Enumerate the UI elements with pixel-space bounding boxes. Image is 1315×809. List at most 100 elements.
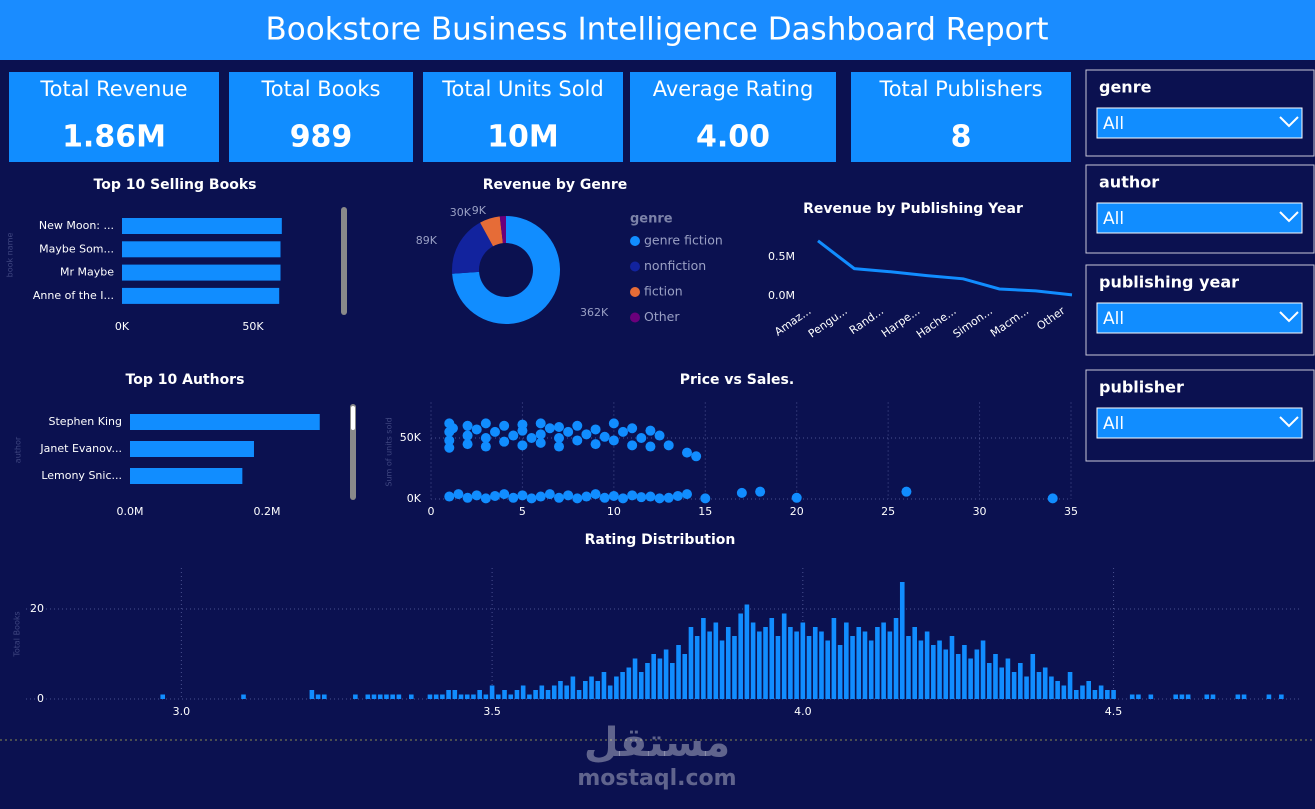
- bar: [899, 582, 905, 699]
- bar: [1204, 694, 1210, 699]
- bar: [663, 649, 669, 699]
- legend-marker: [630, 236, 640, 246]
- dropdown-value: All: [1103, 414, 1124, 434]
- bar: [322, 694, 327, 699]
- y-tick-label: 20: [30, 602, 44, 615]
- bar: [775, 636, 781, 699]
- point: [444, 435, 455, 446]
- point: [462, 492, 473, 503]
- bar: [353, 694, 358, 699]
- dropdown-chevron: [1279, 116, 1299, 128]
- bar: [409, 694, 414, 699]
- point: [544, 423, 555, 434]
- kpi-value: 989: [290, 120, 353, 155]
- x-tick-label: 25: [881, 505, 895, 518]
- bar: [875, 627, 880, 699]
- point: [627, 490, 638, 501]
- point: [581, 429, 592, 440]
- y-axis-label: Total Books: [13, 611, 22, 657]
- watermark-logo: مستقل: [584, 720, 730, 766]
- point: [572, 420, 583, 431]
- bar: [489, 685, 495, 699]
- bar: [558, 681, 563, 699]
- slicer: [1085, 164, 1315, 254]
- bar: [707, 631, 712, 699]
- bar: [384, 694, 389, 699]
- slicer-label: publishing year: [1099, 273, 1239, 292]
- bar: [1073, 690, 1079, 699]
- bar: [1173, 694, 1179, 699]
- bar: [365, 694, 371, 699]
- bar: [626, 667, 632, 699]
- point: [517, 490, 528, 501]
- dashboard-title: Bookstore Business Intelligence Dashboar…: [266, 12, 1049, 48]
- bar: [1148, 694, 1154, 699]
- bar: [937, 640, 942, 699]
- point: [453, 489, 464, 500]
- legend-marker: [630, 287, 640, 297]
- point: [627, 440, 638, 451]
- bar: [502, 690, 507, 699]
- bar: [595, 681, 601, 699]
- bar: [496, 694, 501, 699]
- bar: [1266, 694, 1272, 699]
- bar: [1080, 685, 1085, 699]
- bar: [868, 640, 874, 699]
- bar: [1042, 667, 1048, 699]
- bar: [589, 676, 594, 699]
- point: [736, 487, 747, 498]
- x-tick-label: 0.0M: [117, 505, 144, 518]
- x-tick-label: 5: [519, 505, 526, 518]
- kpi-card: [851, 72, 1071, 162]
- bar: [620, 672, 625, 699]
- dropdown[interactable]: [1096, 107, 1303, 139]
- point: [490, 490, 500, 501]
- scroll-thumb[interactable]: [351, 406, 355, 430]
- x-tick-label: 35: [1064, 505, 1078, 518]
- chart-title: Top 10 Authors: [126, 372, 245, 388]
- bar: [390, 694, 395, 699]
- bar: [570, 676, 576, 699]
- point: [554, 422, 564, 433]
- point: [618, 426, 628, 437]
- category-label: New Moon: ...: [39, 219, 114, 232]
- point: [645, 441, 656, 452]
- point: [901, 486, 912, 497]
- bar: [130, 441, 254, 457]
- bar: [688, 627, 694, 699]
- bar: [701, 618, 706, 699]
- title-bar: [0, 0, 1315, 60]
- x-tick-label: 0.2M: [254, 505, 281, 518]
- point: [554, 433, 564, 443]
- scrollbar[interactable]: [341, 207, 347, 315]
- point: [608, 435, 619, 446]
- legend-label: genre fiction: [644, 233, 723, 248]
- point: [608, 490, 619, 501]
- bar: [831, 618, 837, 699]
- point: [444, 491, 455, 502]
- chart-title: Revenue by Publishing Year: [803, 201, 1023, 217]
- bar: [657, 658, 663, 699]
- slicer: [1085, 69, 1315, 157]
- bar: [1279, 694, 1284, 699]
- dropdown[interactable]: [1096, 202, 1303, 234]
- kpi-card: [229, 72, 413, 162]
- point: [508, 492, 519, 503]
- point: [535, 437, 546, 448]
- bar: [539, 685, 545, 699]
- donut-segment: [480, 216, 503, 247]
- bar: [912, 627, 917, 699]
- slicer-label: author: [1099, 173, 1159, 192]
- bar: [614, 676, 619, 699]
- bar: [918, 640, 924, 699]
- point: [490, 426, 500, 437]
- bar: [887, 631, 893, 699]
- dropdown[interactable]: [1096, 302, 1303, 334]
- bar: [315, 694, 321, 699]
- bar: [974, 649, 980, 699]
- kpi-label: Total Publishers: [878, 77, 1042, 101]
- point: [447, 423, 458, 434]
- dropdown[interactable]: [1096, 407, 1303, 439]
- bar: [844, 622, 849, 699]
